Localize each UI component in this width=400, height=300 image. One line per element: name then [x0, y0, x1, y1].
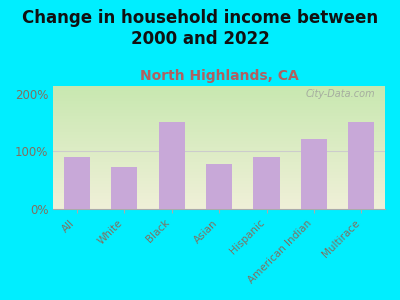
Bar — [348, 122, 374, 208]
Bar — [301, 139, 327, 208]
Bar — [254, 157, 280, 208]
Bar — [206, 164, 232, 208]
Text: City-Data.com: City-Data.com — [306, 89, 375, 99]
Bar — [64, 157, 90, 208]
Bar — [159, 122, 185, 208]
Bar — [111, 167, 137, 208]
Title: North Highlands, CA: North Highlands, CA — [140, 69, 298, 83]
Text: Change in household income between
2000 and 2022: Change in household income between 2000 … — [22, 9, 378, 48]
